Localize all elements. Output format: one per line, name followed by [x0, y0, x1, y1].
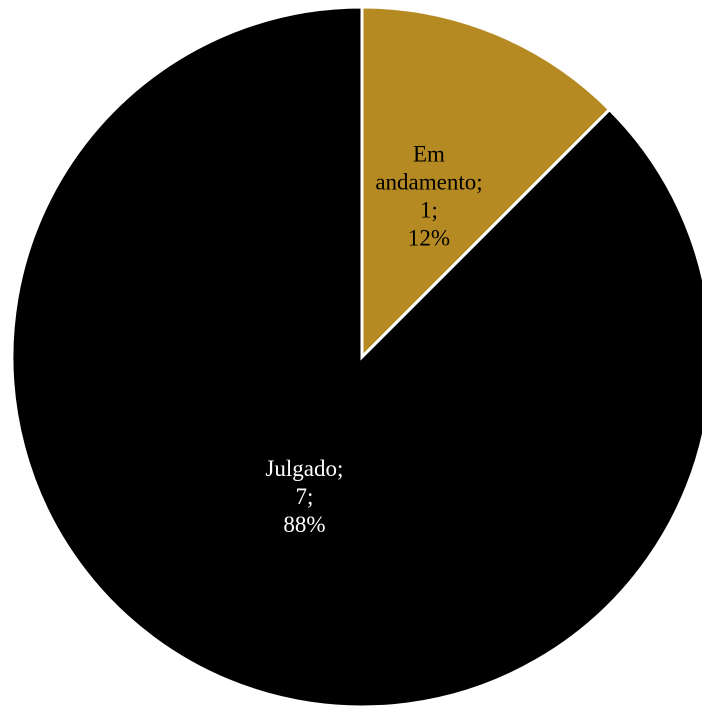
pie-slice-label-line: andamento;	[375, 169, 482, 194]
pie-labels: Em andamento; 1; 12% Julgado; 7; 88%	[265, 141, 482, 537]
pie-slice-label-line: 12%	[408, 225, 450, 250]
pie-slice-1	[10, 5, 702, 706]
pie-slice-label-line: 88%	[283, 512, 325, 537]
pie-slice-0	[360, 5, 612, 361]
pie-slice-label-line: 7;	[295, 484, 313, 509]
pie-slice-label-1: Julgado; 7; 88%	[265, 456, 343, 537]
pie-slice-label-line: Em	[413, 141, 445, 166]
pie-slice-label-line: 1;	[420, 197, 438, 222]
pie-slices	[10, 5, 702, 706]
pie-slice-label-0: Em andamento; 1; 12%	[375, 141, 482, 250]
pie-slice-label-line: Julgado;	[265, 456, 343, 481]
